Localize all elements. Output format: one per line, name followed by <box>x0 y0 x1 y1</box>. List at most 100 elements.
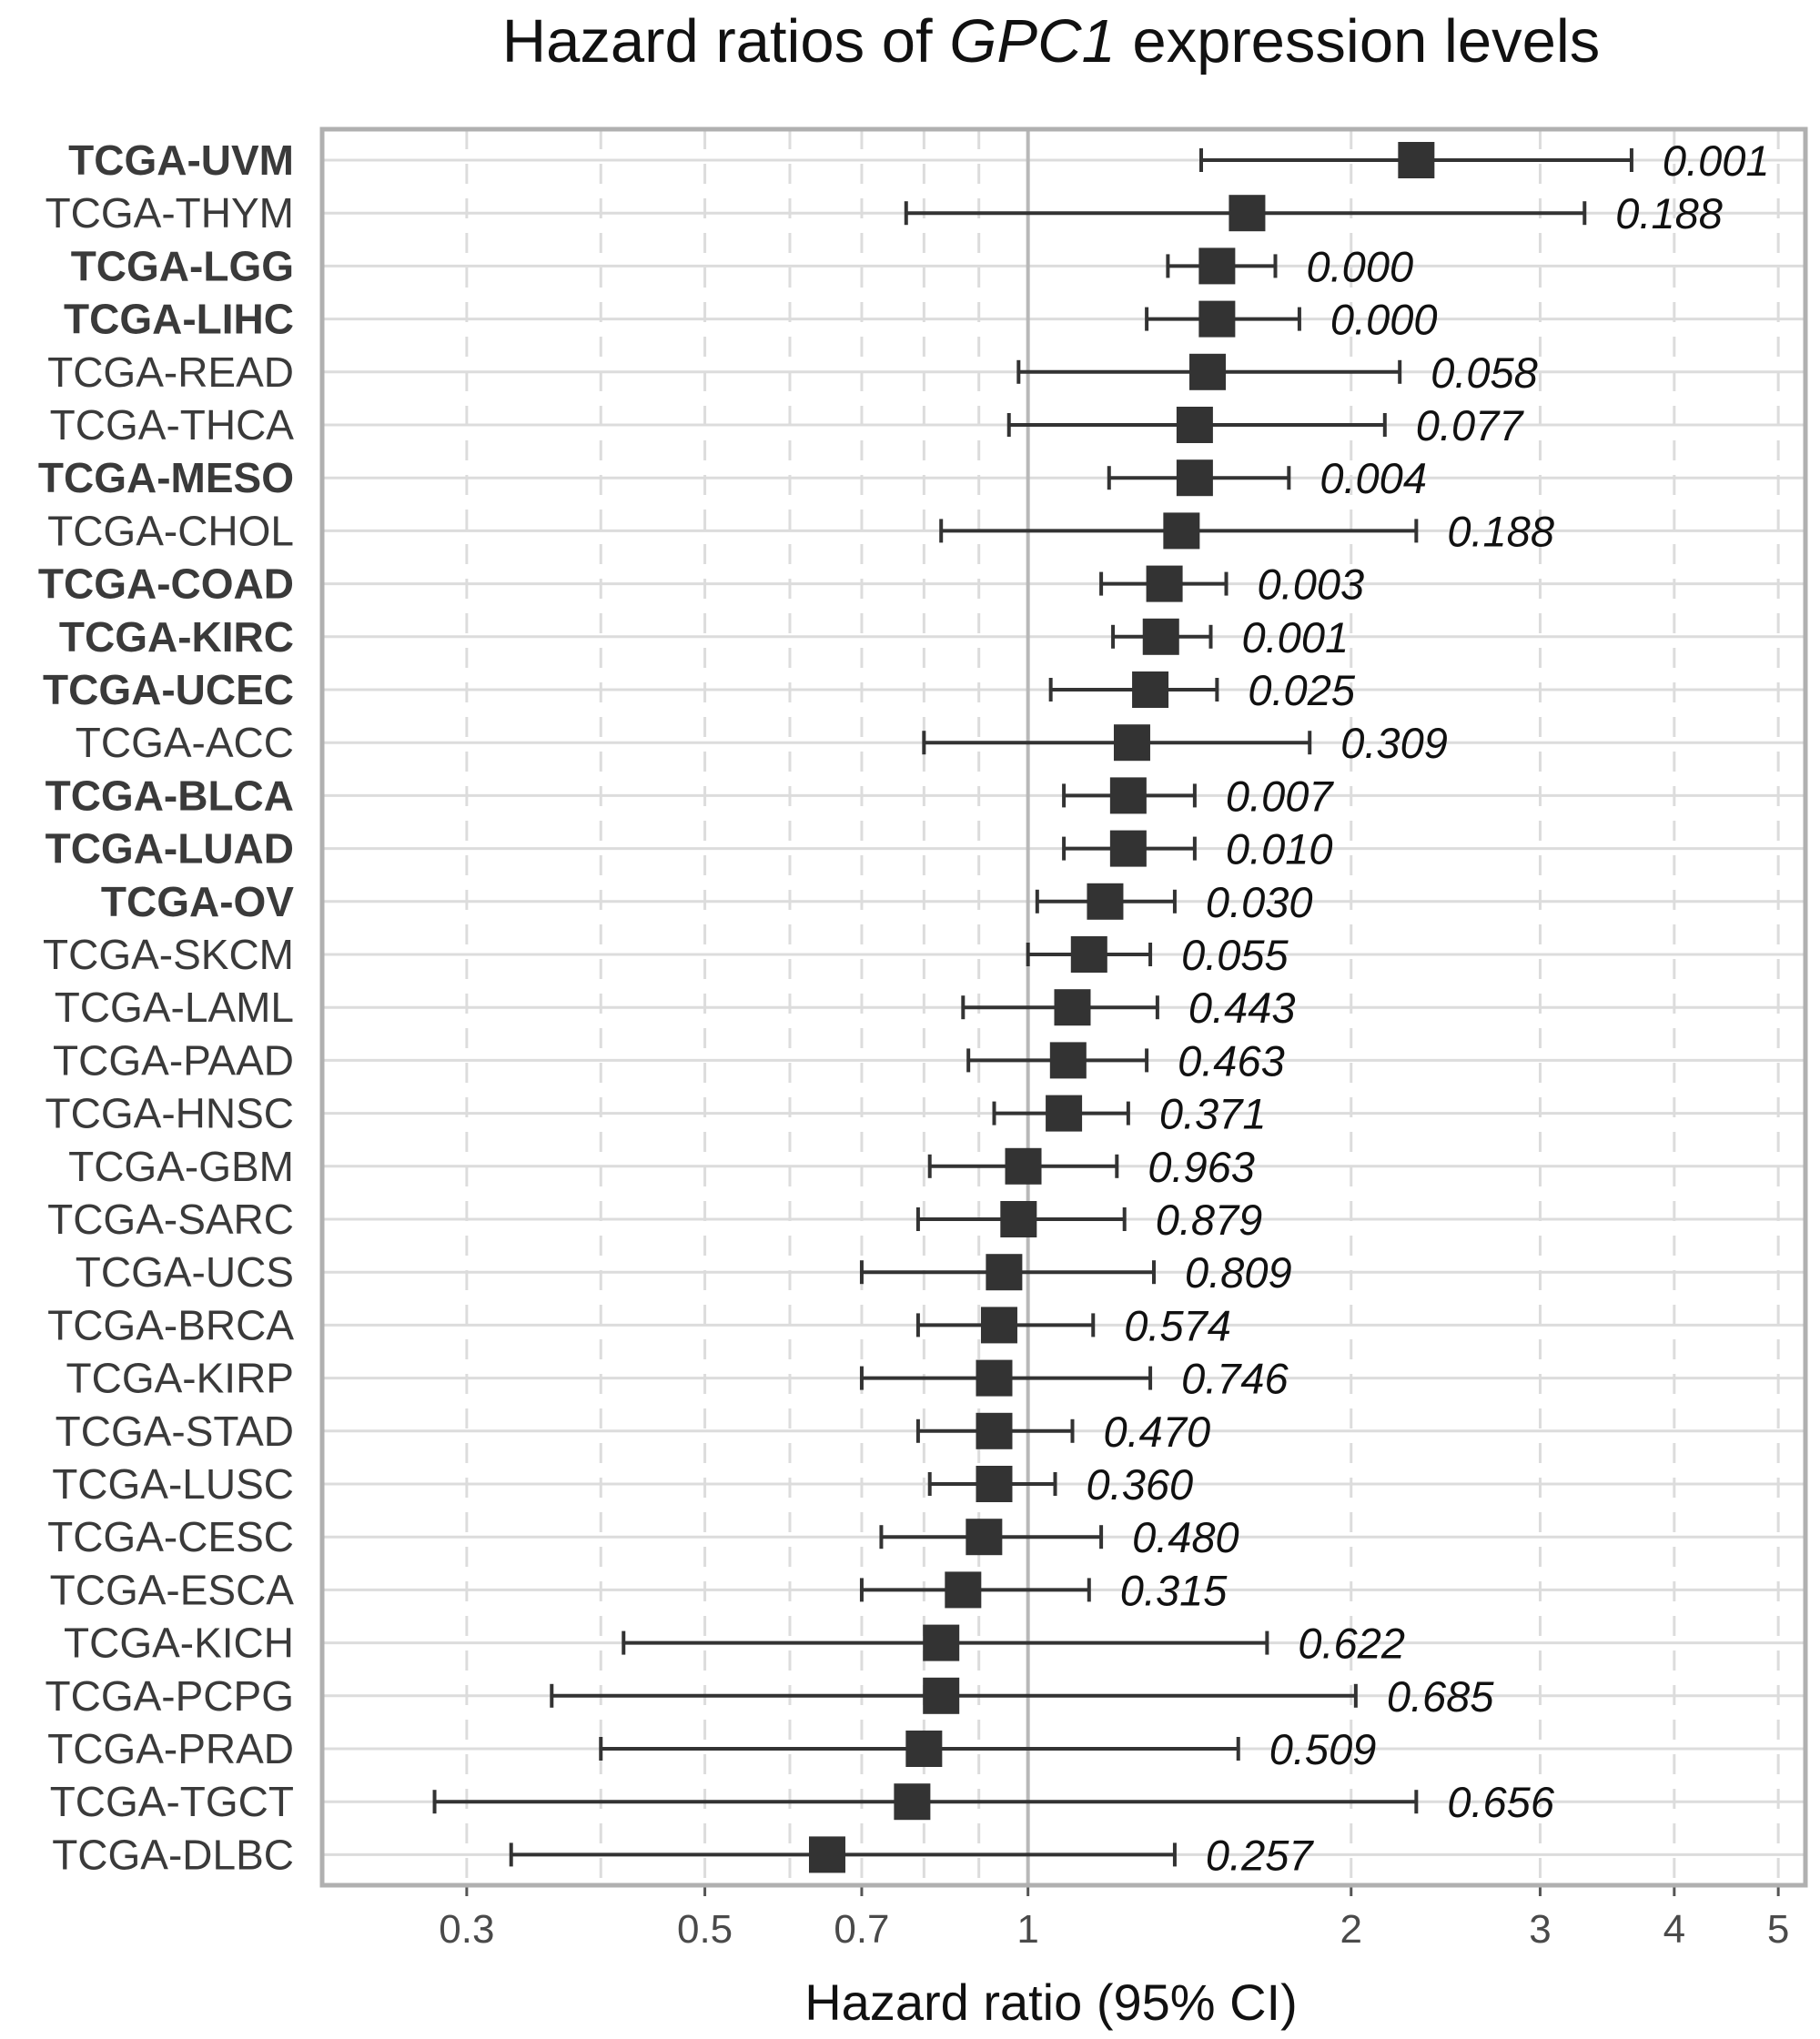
forest-row <box>1145 300 1301 338</box>
hr-point <box>905 1731 943 1767</box>
p-value-label: 0.879 <box>1156 1196 1263 1244</box>
row-label: TCGA-SKCM <box>43 931 294 978</box>
forest-row <box>509 1836 1177 1873</box>
hr-point <box>923 1677 960 1714</box>
hr-point <box>1198 247 1236 285</box>
row-label: TCGA-PCPG <box>46 1672 294 1720</box>
forest-row <box>1199 142 1633 178</box>
hr-point <box>1198 300 1236 338</box>
p-value-label: 0.371 <box>1159 1090 1267 1138</box>
hr-point <box>1000 1201 1037 1237</box>
hr-point <box>980 1307 1017 1344</box>
p-value-label: 0.000 <box>1306 242 1413 290</box>
hr-point <box>1176 459 1213 497</box>
hr-point <box>1398 142 1435 178</box>
row-label: TCGA-TGCT <box>50 1778 294 1825</box>
hr-point <box>966 1519 1003 1556</box>
x-tick-label: 0.3 <box>439 1907 494 1952</box>
p-value-label: 0.315 <box>1120 1566 1228 1614</box>
hr-point <box>976 1412 1013 1449</box>
p-value-label: 0.030 <box>1206 878 1313 926</box>
forest-row <box>922 724 1312 762</box>
forest-row <box>1026 936 1153 973</box>
hr-point <box>1142 618 1179 655</box>
x-tick-label: 5 <box>1767 1907 1789 1952</box>
chart-title-gene: GPC1 <box>949 7 1115 76</box>
forest-row <box>992 1095 1130 1132</box>
hr-point <box>945 1571 982 1609</box>
x-tick-label: 0.7 <box>834 1907 889 1952</box>
hr-point <box>894 1783 931 1821</box>
row-label: TCGA-PRAD <box>47 1725 294 1772</box>
hr-point <box>986 1254 1023 1291</box>
hr-point <box>1054 989 1091 1026</box>
forest-row <box>859 1359 1153 1397</box>
hr-point <box>1113 724 1150 762</box>
row-label: TCGA-THCA <box>50 401 295 449</box>
p-value-label: 0.622 <box>1298 1620 1405 1668</box>
forest-row <box>915 1412 1075 1449</box>
row-label: TCGA-BRCA <box>47 1301 294 1348</box>
forest-row <box>1016 353 1402 390</box>
forest-row <box>1035 883 1177 920</box>
chart-title-prefix: Hazard ratios of <box>502 7 950 76</box>
forest-row <box>961 989 1159 1026</box>
x-tick-label: 2 <box>1340 1907 1362 1952</box>
forest-row <box>915 1307 1096 1344</box>
p-value-label: 0.656 <box>1447 1778 1554 1826</box>
p-value-label: 0.025 <box>1248 666 1355 714</box>
hr-point <box>1070 936 1107 973</box>
row-label: TCGA-LGG <box>71 242 294 289</box>
forest-row <box>1166 247 1278 285</box>
forest-row <box>927 1466 1057 1502</box>
p-value-label: 0.809 <box>1185 1248 1292 1297</box>
p-value-label: 0.463 <box>1178 1036 1285 1085</box>
row-label: TCGA-GBM <box>68 1143 294 1190</box>
chart-title-suffix: expression levels <box>1116 7 1601 76</box>
row-label: TCGA-OV <box>101 878 294 925</box>
hr-point <box>1176 407 1213 443</box>
row-label: TCGA-MESO <box>38 454 294 501</box>
p-value-label: 0.509 <box>1269 1725 1377 1773</box>
row-label: TCGA-KIRC <box>59 613 294 661</box>
forest-row <box>622 1624 1269 1661</box>
x-axis: 0.3 0.5 0.7 1 2 3 4 5 <box>439 1885 1789 1952</box>
p-value-label: 0.077 <box>1416 401 1524 449</box>
p-value-label: 0.685 <box>1387 1672 1494 1721</box>
x-axis-title: Hazard ratio (95% CI) <box>804 1973 1298 2031</box>
p-value-label: 0.000 <box>1330 296 1438 344</box>
hr-point <box>1228 195 1266 232</box>
forest-row <box>859 1254 1156 1291</box>
forest-row <box>904 195 1587 232</box>
p-value-label: 0.257 <box>1206 1831 1314 1879</box>
row-label: TCGA-KICH <box>64 1620 294 1667</box>
forest-row <box>1099 565 1228 602</box>
hr-point <box>1005 1147 1042 1185</box>
p-value-label: 0.443 <box>1188 984 1296 1032</box>
hr-point <box>1109 777 1147 814</box>
row-label: TCGA-HNSC <box>46 1090 294 1137</box>
hr-point <box>1109 830 1147 867</box>
p-value-label: 0.360 <box>1087 1460 1194 1509</box>
row-label: TCGA-SARC <box>47 1196 294 1243</box>
forest-row <box>859 1571 1091 1609</box>
row-label: TCGA-CHOL <box>47 507 294 554</box>
forest-row <box>927 1147 1119 1185</box>
forest-row <box>915 1201 1127 1237</box>
row-label: TCGA-BLCA <box>46 772 294 819</box>
x-tick-label: 1 <box>1016 1907 1038 1952</box>
p-value-label: 0.004 <box>1320 454 1427 502</box>
hr-point <box>1049 1042 1087 1079</box>
p-value-label: 0.480 <box>1132 1513 1239 1561</box>
p-value-label: 0.963 <box>1148 1143 1255 1191</box>
plot-frame <box>319 126 1808 1888</box>
row-label: TCGA-READ <box>47 348 294 396</box>
forest-row <box>966 1042 1149 1079</box>
p-value-labels: 0.0010.1880.0000.0000.0580.0770.0040.188… <box>1087 136 1770 1879</box>
p-value-label: 0.001 <box>1663 136 1770 185</box>
forest-row <box>1107 459 1291 497</box>
p-value-label: 0.188 <box>1447 507 1554 555</box>
chart-title: Hazard ratios of GPC1 expression levels <box>502 7 1601 76</box>
forest-row <box>1062 777 1197 814</box>
